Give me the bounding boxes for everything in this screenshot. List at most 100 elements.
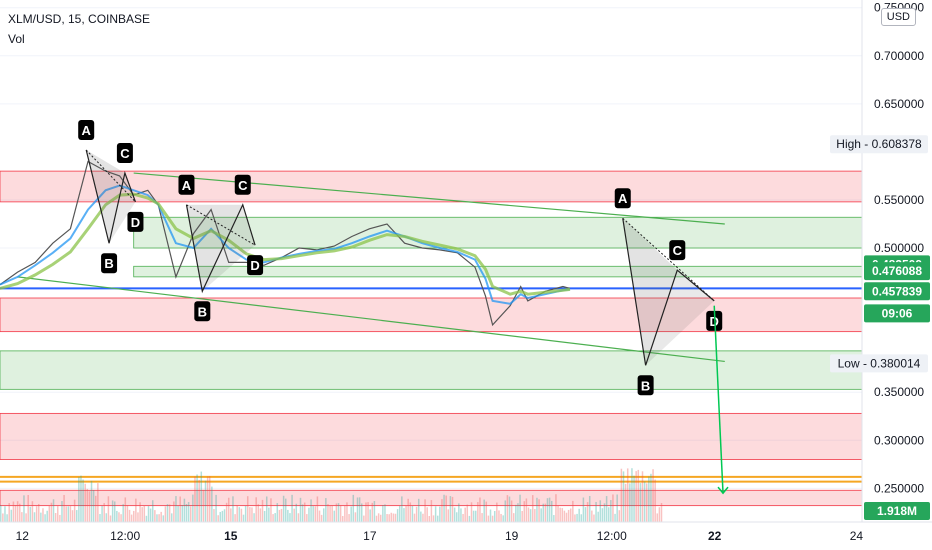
price-marker-label: High - 0.608378 (836, 137, 922, 151)
volume-bar (56, 506, 59, 522)
price-tick-label: 0.700000 (874, 49, 924, 63)
volume-bar (542, 503, 545, 522)
volume-bar (356, 497, 359, 522)
volume-marker-label: 1.918M (877, 504, 917, 518)
volume-bar (555, 494, 557, 522)
price-marker (864, 304, 930, 323)
volume-bar (382, 505, 384, 522)
volume-bar (502, 515, 504, 522)
volume-bar (629, 483, 631, 522)
volume-bar (474, 510, 477, 522)
volume-bar (4, 506, 6, 522)
volume-bar (249, 507, 251, 522)
volume-bar (78, 477, 80, 522)
volume-bar (16, 501, 19, 522)
time-tick-label: 15 (224, 529, 238, 543)
volume-bar (189, 506, 192, 522)
volume-bar (61, 501, 63, 522)
volume-bar (92, 490, 95, 522)
volume-bar (620, 468, 623, 522)
volume-bar (396, 509, 399, 522)
volume-bar (185, 504, 188, 522)
volume-bar (75, 510, 78, 522)
volume-bar (605, 496, 608, 522)
price-marker (830, 135, 928, 154)
volume-bar (595, 501, 597, 522)
volume-bar (35, 506, 38, 522)
volume-bar (405, 505, 407, 522)
annotation-arrows (713, 305, 729, 495)
volume-bar (599, 500, 602, 522)
volume-bar (401, 496, 403, 522)
volume-bar (259, 508, 262, 522)
volume-bar (601, 508, 604, 522)
volume-bar (428, 515, 431, 522)
volume-bar (445, 495, 447, 522)
volume-bar (198, 479, 200, 522)
pattern-triangle (86, 149, 125, 244)
volume-bar (312, 506, 314, 522)
volume-bar (574, 514, 576, 522)
volume-bar (559, 507, 561, 522)
volume-bar (230, 508, 232, 522)
volume-bar (202, 489, 205, 522)
volume-bar (173, 501, 175, 522)
volume-bar (50, 502, 53, 522)
pattern-point-label: D (250, 258, 259, 273)
volume-bar (107, 496, 110, 522)
price-marker-label: 0.476088 (872, 264, 922, 278)
volume-bar (187, 502, 190, 522)
harmonic-pattern: A B C D (78, 119, 144, 274)
pattern-point-label: B (641, 378, 650, 393)
volume-bar (299, 497, 302, 522)
volume-bar (519, 494, 521, 522)
pattern-legs (185, 203, 256, 294)
volume-bar (379, 514, 382, 522)
volume-bar (591, 510, 593, 522)
volume-bar (329, 505, 331, 522)
volume-bar (232, 496, 234, 522)
currency-button[interactable]: USD (880, 8, 916, 26)
volume-bar (120, 514, 122, 522)
volume-bar (626, 468, 629, 522)
volume-bar (8, 503, 10, 522)
pattern-point-badge (234, 174, 251, 195)
volume-bar (493, 511, 496, 522)
volume-bar (472, 510, 475, 522)
volume-bar (183, 498, 186, 522)
pattern-point-badge (669, 240, 686, 261)
pattern-triangle (186, 204, 243, 292)
volume-bar (276, 503, 279, 522)
pattern-point-label: B (104, 256, 113, 271)
volume-bar (213, 509, 215, 522)
channel-bottom-line (17, 276, 725, 363)
arrow-line (713, 305, 724, 494)
volume-bar (238, 507, 241, 522)
price-tick-label: 0.250000 (874, 481, 924, 495)
volume-bar (348, 514, 350, 522)
volume-bar (449, 496, 452, 522)
volume-bar (143, 505, 146, 522)
volume-bar (137, 512, 139, 522)
volume-bar (88, 491, 91, 522)
volume-bar (572, 500, 574, 522)
volume-bar (363, 515, 365, 522)
volume-bar (390, 512, 393, 522)
volume-bar (204, 480, 207, 522)
volume-bar (536, 497, 538, 522)
volume-bar (567, 509, 570, 522)
volume-bar (618, 510, 621, 522)
volume-bar (251, 507, 253, 522)
volume-bar (548, 497, 551, 522)
zones (0, 170, 863, 507)
volume-bar (306, 514, 308, 522)
volume-bar (118, 512, 120, 522)
volume-bar (521, 510, 523, 522)
volume-bar (384, 504, 386, 522)
volume-bar (2, 513, 4, 522)
price-tick-label: 0.300000 (874, 433, 924, 447)
volume-bar (561, 508, 564, 522)
volume-bar (282, 495, 285, 522)
volume-bar (253, 513, 255, 522)
